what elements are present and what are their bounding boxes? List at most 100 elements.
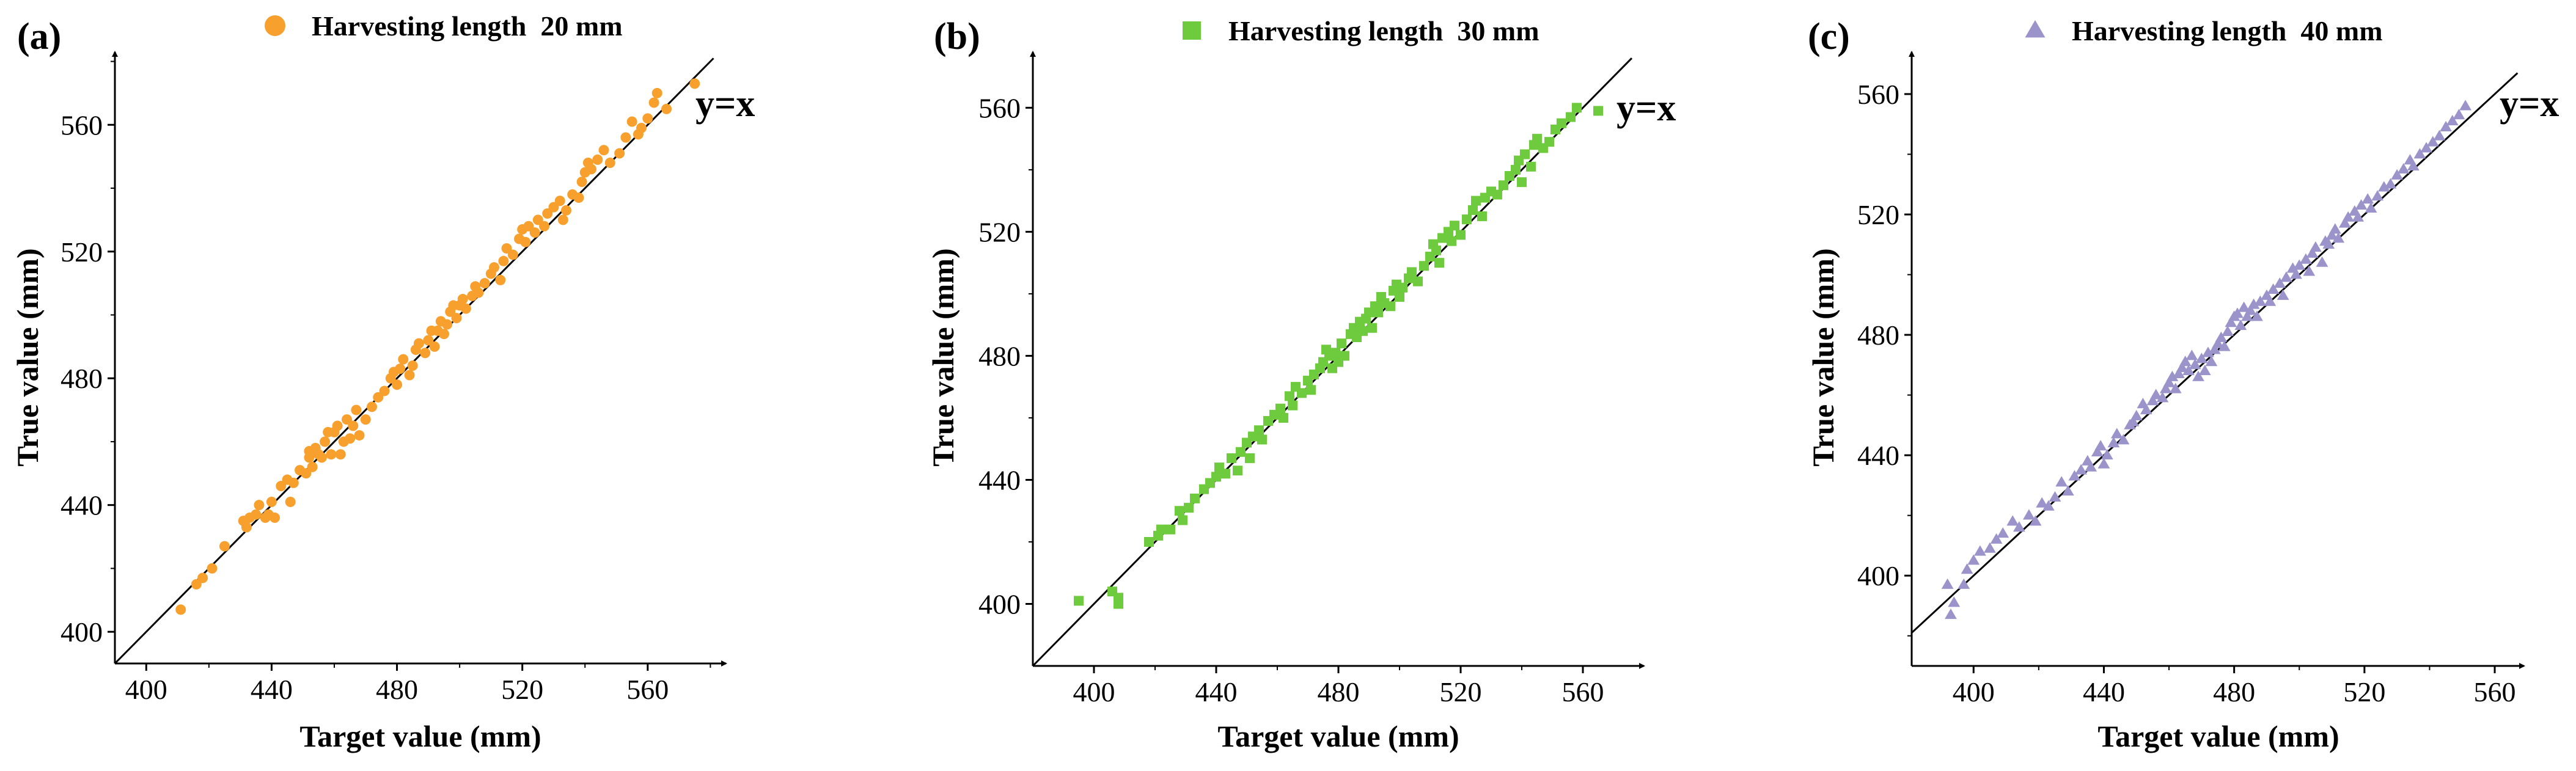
panel-c-data-point: [2413, 148, 2426, 159]
panel-a-data-point: [560, 205, 571, 216]
panel-a-data-point: [438, 329, 449, 340]
panel-b-data-point: [1233, 466, 1242, 476]
panel-a-data-point: [626, 116, 637, 127]
panel-c: (c) 400 440 480 520 560 400 440 480 520 560 y=x Harv…: [1806, 15, 2559, 753]
panel-a-data-point: [398, 354, 409, 365]
panel-c-data-point: [2267, 283, 2280, 294]
panel-a-data-point: [460, 303, 471, 314]
panel-c-data-point: [2222, 325, 2234, 337]
panel-c-data-point: [2163, 376, 2175, 387]
panel-c-data-point: [2055, 476, 2068, 487]
panel-c-data-point: [2117, 434, 2130, 445]
panel-a-data-point: [498, 255, 509, 266]
panel-c-y-tick-label: 480: [1857, 320, 1899, 351]
panel-a-y-tick-label: 480: [61, 363, 103, 394]
panel-c-data-point: [2332, 232, 2345, 243]
panel-c-data-point: [1997, 527, 2009, 538]
panel-c-data-point: [2433, 130, 2446, 141]
panel-b-data-point: [1544, 137, 1554, 147]
panel-c-data-point: [1990, 533, 2003, 544]
panel-b: (b) 400 440 480 520 560 400 440 480 520 560 y=x Harv…: [926, 15, 1676, 753]
panel-c-data-point: [2198, 364, 2211, 376]
panel-a-data-point: [351, 404, 362, 415]
panel-b-reference-line: [1032, 57, 1633, 667]
panel-c-y-tick-label: 400: [1857, 560, 1899, 591]
panel-a-data-point: [266, 496, 277, 507]
panel-b-data-point: [1456, 230, 1466, 240]
panel-a-data-point: [576, 177, 587, 188]
panel-a-data-point: [479, 278, 490, 289]
panel-b-data-point: [1114, 593, 1123, 603]
panel-c-data-point: [2107, 437, 2120, 448]
panel-b-data-point: [1517, 177, 1527, 188]
panel-b-data-point: [1297, 388, 1307, 398]
panel-c-data-point: [2407, 159, 2420, 171]
panel-a-data-point: [320, 436, 331, 447]
panel-c-data-point: [1974, 545, 1986, 556]
panel-c-data-point: [2338, 217, 2351, 228]
panel-b-data-point: [1175, 506, 1184, 516]
panel-b-reference-label: y=x: [1616, 87, 1676, 129]
panel-c-data-point: [2195, 353, 2208, 364]
panel-c-data-point: [2156, 392, 2169, 403]
panel-c-data-point: [2459, 100, 2471, 111]
panel-b-data-point: [1254, 425, 1264, 436]
panel-a-data-point: [651, 87, 662, 98]
panel-c-data-point: [2036, 497, 2049, 508]
panel-a-data-point: [175, 604, 186, 615]
panel-b-data-point: [1257, 434, 1267, 445]
panel-c-x-tick-label: 400: [1953, 676, 1995, 707]
panel-c-data-point: [2254, 295, 2267, 306]
panel-c-data-point: [2361, 193, 2374, 204]
panel-a-reference-label: y=x: [695, 83, 755, 125]
panel-a-data-point: [413, 338, 424, 349]
panel-a-data-point: [379, 386, 390, 396]
panel-c-data-point: [2355, 199, 2368, 210]
panel-c-data-point: [2149, 389, 2162, 400]
panel-b-data-point: [1526, 161, 1536, 172]
panel-b-data-point: [1566, 112, 1576, 122]
panel-a-data-point: [270, 512, 281, 523]
panel-c-x-tick-label: 520: [2343, 676, 2385, 707]
panel-a-data-point: [539, 221, 550, 232]
panel-b-data-point: [1275, 403, 1285, 414]
panel-c-data-point: [2300, 253, 2312, 264]
panel-b-y-tick-label: 400: [978, 588, 1021, 619]
panel-c-data-point: [2212, 337, 2224, 348]
panel-b-data-point: [1511, 164, 1521, 175]
panel-b-data-point: [1279, 412, 1288, 423]
panel-a-x-tick-label: 400: [125, 674, 167, 705]
panel-a-data-point: [442, 319, 453, 330]
panel-a-x-tick-label: 520: [501, 674, 543, 705]
panel-c-data-point: [2179, 356, 2192, 367]
panel-a-x-axis-title: Target value (mm): [299, 719, 541, 753]
panel-c-data-point: [2280, 271, 2292, 282]
panel-a-y-tick-label: 400: [61, 616, 103, 648]
panel-a-data-point: [661, 103, 672, 114]
panel-c-y-tick-label: 440: [1857, 440, 1899, 471]
panel-a-data-point: [191, 579, 202, 590]
panel-c-legend-label: Harvesting length 40 mm: [2072, 15, 2383, 46]
panel-a-data-point: [332, 420, 343, 431]
panel-b-data-point: [1236, 447, 1246, 457]
panel-b-data-point: [1330, 348, 1340, 358]
panel-c-data-point: [2130, 409, 2143, 420]
panel-c-data-point: [2208, 343, 2221, 354]
panel-c-data-point: [2391, 169, 2404, 180]
panel-b-data-point: [1450, 221, 1459, 231]
panel-b-x-tick-label: 480: [1318, 676, 1360, 707]
panel-a-data-point: [648, 97, 659, 108]
panel-a-data-point: [326, 449, 337, 460]
panel-b-data-point: [1520, 149, 1530, 159]
panel-a-data-point: [473, 287, 484, 298]
panel-c-data-point: [2377, 181, 2390, 192]
panel-c-data-point: [2328, 223, 2341, 234]
panel-a-data-point: [301, 468, 312, 479]
panel-b-data-point: [1285, 391, 1294, 401]
panel-a-legend-marker: [265, 15, 285, 36]
panel-a-data-point: [345, 433, 356, 444]
panel-a-data-point: [207, 563, 218, 574]
panel-a-data-point: [573, 192, 584, 203]
panel-a-data-point: [288, 477, 299, 488]
